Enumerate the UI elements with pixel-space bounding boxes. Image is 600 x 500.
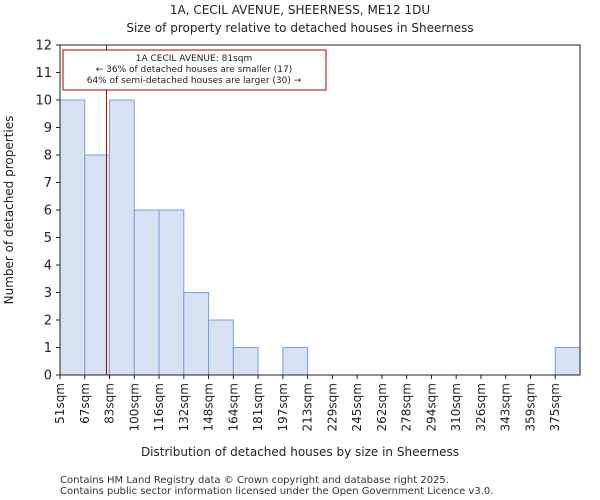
y-tick-label: 5 — [44, 231, 52, 246]
x-tick-label-229sqm: 229sqm — [325, 383, 339, 431]
x-axis-ticks: 51sqm 67sqm 83sqm 100sqm 116sqm 132sqm 148sqm 1… — [53, 375, 562, 431]
plot-frame — [59, 44, 581, 376]
y-tick-label: 8 — [44, 149, 52, 164]
bar-67sqm — [84, 154, 111, 376]
chart-subtitle: Size of property relative to detached ho… — [126, 21, 473, 35]
x-tick-label-326sqm: 326sqm — [474, 383, 488, 431]
bar-197sqm — [282, 347, 309, 376]
x-tick-label-278sqm: 278sqm — [400, 383, 414, 431]
y-tick-label: 4 — [44, 259, 52, 274]
y-tick-label: 2 — [44, 314, 52, 329]
bar-51sqm — [59, 99, 86, 376]
x-tick-label-100sqm: 100sqm — [127, 383, 141, 431]
x-tick-label-375sqm: 375sqm — [548, 383, 562, 431]
bar-164sqm — [232, 347, 259, 376]
x-tick-label-132sqm: 132sqm — [177, 383, 191, 431]
x-tick-label-116sqm: 116sqm — [152, 383, 166, 431]
bar-116sqm — [158, 209, 185, 376]
bars-group — [59, 99, 581, 376]
bar-148sqm — [208, 319, 234, 376]
annotation-line-1: 1A CECIL AVENUE: 81sqm — [136, 54, 252, 64]
x-tick-label-245sqm: 245sqm — [350, 383, 364, 431]
y-tick-label: 10 — [35, 94, 52, 109]
y-tick-label: 1 — [44, 341, 52, 356]
y-tick-label: 9 — [44, 121, 52, 136]
bar-100sqm — [133, 209, 160, 376]
x-tick-label-181sqm: 181sqm — [251, 383, 265, 431]
x-tick-label-67sqm: 67sqm — [78, 383, 92, 424]
footer-line-1: Contains HM Land Registry data © Crown c… — [60, 475, 449, 486]
chart-title: 1A, CECIL AVENUE, SHEERNESS, ME12 1DU — [170, 3, 430, 17]
x-tick-label-197sqm: 197sqm — [276, 383, 290, 431]
y-tick-label: 11 — [35, 66, 52, 81]
annotation-box — [62, 49, 327, 91]
y-tick-label: 6 — [44, 204, 52, 219]
x-axis-label: Distribution of detached houses by size … — [141, 445, 459, 459]
y-axis-label: Number of detached properties — [2, 116, 16, 305]
bar-375sqm — [554, 347, 581, 376]
y-tick-label: 7 — [44, 176, 52, 191]
x-tick-label-51sqm: 51sqm — [53, 383, 67, 424]
x-tick-label-359sqm: 359sqm — [523, 383, 537, 431]
x-tick-label-294sqm: 294sqm — [424, 383, 438, 431]
y-tick-label: 12 — [35, 39, 52, 54]
x-tick-label-164sqm: 164sqm — [226, 383, 240, 431]
x-tick-label-83sqm: 83sqm — [103, 383, 117, 424]
y-tick-label: 3 — [44, 286, 52, 301]
footer-line-2: Contains public sector information licen… — [60, 486, 493, 497]
x-tick-label-148sqm: 148sqm — [202, 383, 216, 431]
x-tick-label-310sqm: 310sqm — [449, 383, 463, 431]
annotation-line-2: ← 36% of detached houses are smaller (17… — [96, 65, 293, 75]
annotation-line-3: 64% of semi-detached houses are larger (… — [87, 76, 302, 86]
bar-83sqm — [109, 99, 135, 376]
x-tick-label-213sqm: 213sqm — [301, 383, 315, 431]
y-tick-label: 0 — [44, 369, 52, 384]
x-tick-label-262sqm: 262sqm — [375, 383, 389, 431]
x-tick-label-343sqm: 343sqm — [499, 383, 513, 431]
bar-132sqm — [183, 292, 210, 376]
